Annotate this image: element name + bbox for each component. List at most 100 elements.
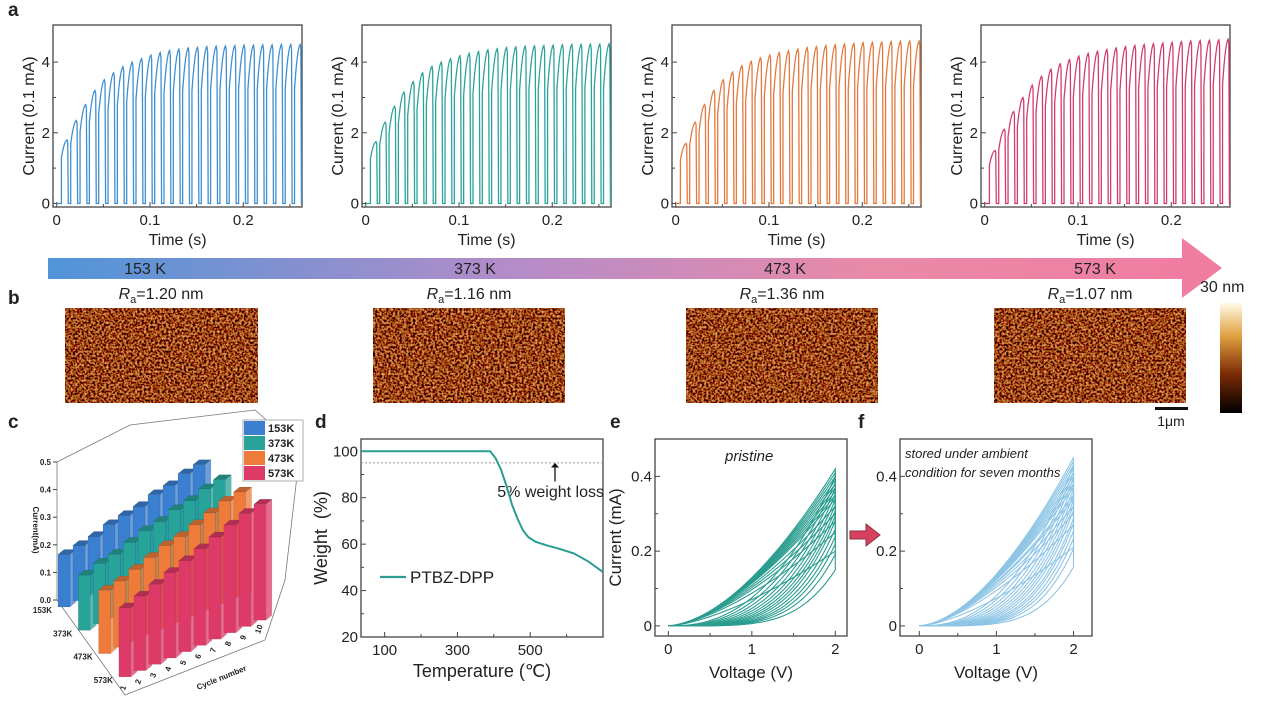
x-axis-label: Time (s)	[1076, 232, 1134, 249]
z-tick-label: 0.4	[40, 486, 52, 495]
arrowhead-icon	[551, 462, 559, 468]
iv-loop	[919, 459, 1075, 627]
x-tick-label: 0.2	[852, 212, 873, 229]
temperature-gradient-arrow	[48, 238, 1222, 298]
y-tick-label: 0	[644, 618, 652, 635]
y-tick-label: 4	[970, 54, 978, 71]
legend-swatch	[244, 466, 265, 480]
x-tick-label: 0	[672, 212, 680, 229]
z-tick-label: 0.1	[40, 568, 52, 577]
iv-chart: 0 1 2 0 0.2 0.4 Voltage (V) Current (mA) pristin…	[606, 438, 848, 682]
afm-image	[994, 308, 1186, 403]
y-tick-label: 0.2	[631, 543, 652, 560]
bar	[178, 560, 192, 652]
cycle-tick-label: 8	[223, 640, 233, 648]
scale-bar	[1155, 407, 1188, 410]
y-tick-label: 20	[341, 629, 358, 646]
bar	[78, 574, 91, 631]
y-tick-label: 0.4	[631, 468, 652, 485]
y-tick-label: 80	[341, 490, 358, 507]
afm-image	[686, 308, 878, 403]
cycle-tick-label: 10	[253, 623, 265, 635]
y-tick-label: 60	[341, 536, 358, 553]
roughness-label: Ra=1.36 nm	[740, 286, 825, 306]
iv-loop	[919, 478, 1075, 627]
z-tick-label: 0.0	[40, 596, 52, 605]
panel-label-b: b	[8, 288, 20, 309]
tga-chart: 100 300 500 20 40 60 80 100 Temperature (℃) Weigh…	[311, 438, 604, 681]
current-pulse-chart: 0 0.1 0.2 0 2 4 Time (s) Current (0.1 mA)	[949, 24, 1231, 249]
iv-loop	[919, 463, 1075, 627]
y-tick-label: 0	[970, 195, 978, 212]
y-tick-label: 4	[351, 54, 359, 71]
panel-label-e: e	[610, 412, 621, 433]
x-tick-label: 0.2	[542, 212, 563, 229]
y-axis-label: Current (0.1 mA)	[640, 56, 657, 175]
charts: 0 0.1 0.2 0 2 4 Time (s) Current (0.1 mA) 0 0.1 0.…	[21, 24, 1231, 696]
temperature-label: 473 K	[764, 261, 806, 278]
iv-loop	[668, 474, 836, 627]
plot-frame	[671, 24, 922, 208]
cycle-tick-label: 7	[208, 646, 218, 654]
y-tick-label: 0	[42, 195, 50, 212]
z-tick-label: 0.2	[40, 541, 52, 550]
x-tick-label: 300	[445, 642, 470, 659]
cycle-tick-label: 4	[163, 665, 173, 673]
current-trace	[56, 42, 303, 205]
panel-label-a: a	[8, 0, 19, 21]
3d-bar-chart: 0.00.10.20.30.40.5Current(mA)153K373K473…	[31, 409, 304, 696]
x-tick-label: 0	[981, 212, 989, 229]
x-axis-label: Temperature (℃)	[413, 661, 551, 681]
x-tick-label: 1	[992, 641, 1000, 658]
row-label: 573K	[94, 676, 113, 685]
x-tick-label: 0	[915, 641, 923, 658]
legend-label: 153K	[268, 423, 294, 435]
x-tick-label: 0	[362, 212, 370, 229]
cycle-tick-label: 2	[133, 678, 143, 686]
bar	[98, 589, 111, 654]
bar-side	[265, 498, 273, 621]
x-tick-label: 0.2	[233, 212, 254, 229]
roughness-label: Ra=1.20 nm	[119, 286, 204, 306]
plot-frame	[361, 24, 612, 208]
iv-loop	[919, 457, 1075, 627]
z-tick-label: 0.3	[40, 513, 52, 522]
legend-swatch	[244, 451, 265, 465]
panel-label-f: f	[858, 412, 865, 433]
x-axis-label: Time (s)	[148, 232, 206, 249]
tga-curve	[361, 450, 604, 573]
x-tick-label: 0.1	[140, 212, 161, 229]
afm-image	[65, 308, 258, 403]
bar	[57, 554, 71, 608]
current-trace	[984, 37, 1231, 205]
y-tick-label: 2	[970, 125, 978, 142]
y-axis-label: Current (0.1 mA)	[21, 56, 38, 175]
current-trace	[365, 42, 612, 205]
afm-image-group: Ra=1.20 nm Ra=1.16 nm Ra=1.36 nm Ra=1.07…	[65, 279, 1244, 429]
plot-frame	[52, 24, 303, 208]
bar	[133, 595, 147, 671]
roughness-label: Ra=1.07 nm	[1048, 286, 1133, 306]
bar	[208, 536, 222, 640]
x-axis-label: Time (s)	[767, 232, 825, 249]
legend-label: 373K	[268, 438, 294, 450]
plot-frame	[980, 24, 1231, 208]
row-label: 473K	[73, 653, 92, 662]
afm-image	[373, 308, 565, 403]
x-axis-label: Voltage (V)	[954, 663, 1038, 682]
y-tick-label: 2	[42, 125, 50, 142]
temperature-label: 573 K	[1074, 261, 1116, 278]
plot-frame	[654, 438, 848, 637]
bar	[163, 572, 177, 659]
y-tick-label: 100	[333, 443, 358, 460]
x-tick-label: 100	[372, 642, 397, 659]
panel-label-c: c	[8, 412, 19, 433]
x-tick-label: 0	[664, 641, 672, 658]
bar	[148, 584, 162, 665]
cycle-tick-label: 5	[178, 659, 188, 667]
z-axis-label: Current(mA)	[31, 506, 40, 553]
y-tick-label: 0.2	[876, 543, 897, 560]
y-tick-label: 0	[351, 195, 359, 212]
y-tick-label: 0	[661, 195, 669, 212]
iv-chart: 0 1 2 0 0.2 0.4 Voltage (V) stored under ambien…	[876, 438, 1093, 682]
